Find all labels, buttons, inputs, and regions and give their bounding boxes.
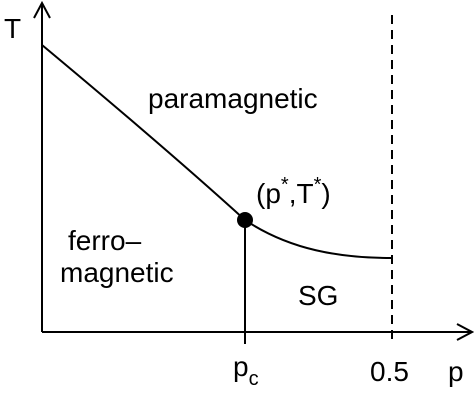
point-label-part: ,T (289, 178, 314, 209)
point-label-part: (p (256, 178, 281, 209)
x-axis-label: p (448, 356, 464, 387)
multicritical-point (237, 212, 253, 228)
x-axis (42, 323, 474, 341)
y-axis (33, 0, 51, 332)
tick-label: pc (233, 351, 259, 390)
y-axis-label: T (4, 13, 21, 44)
tick-label-sub: c (249, 368, 259, 390)
phase-boundary (41, 44, 393, 259)
tick-label: 0.5 (370, 356, 409, 387)
point-label-part: ) (321, 178, 330, 209)
region-label: magnetic (60, 257, 174, 288)
tick-label-base: p (233, 351, 249, 382)
region-label: SG (298, 280, 338, 311)
region-label: ferro– (68, 225, 142, 256)
point-label-sup: * (314, 174, 322, 196)
point-label: (p*,T*) (256, 174, 331, 209)
region-label: paramagnetic (148, 83, 318, 114)
point-label-sup: * (281, 174, 289, 196)
